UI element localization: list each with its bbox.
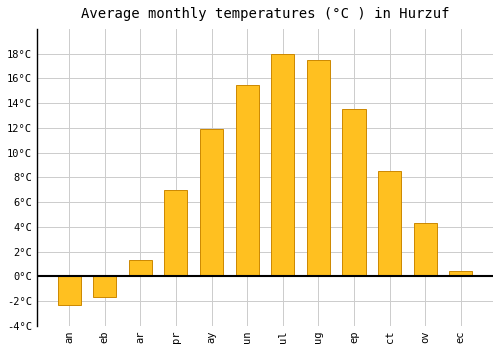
Bar <box>58 276 80 305</box>
Title: Average monthly temperatures (°C ) in Hurzuf: Average monthly temperatures (°C ) in Hu… <box>80 7 449 21</box>
Bar <box>164 190 188 276</box>
Bar <box>271 54 294 276</box>
Bar <box>236 85 258 276</box>
Bar <box>128 260 152 276</box>
Bar <box>378 171 401 276</box>
Bar <box>200 129 223 276</box>
Bar <box>449 271 472 276</box>
Bar <box>307 60 330 276</box>
Bar <box>414 223 436 276</box>
Bar <box>342 110 365 276</box>
Bar <box>93 276 116 297</box>
